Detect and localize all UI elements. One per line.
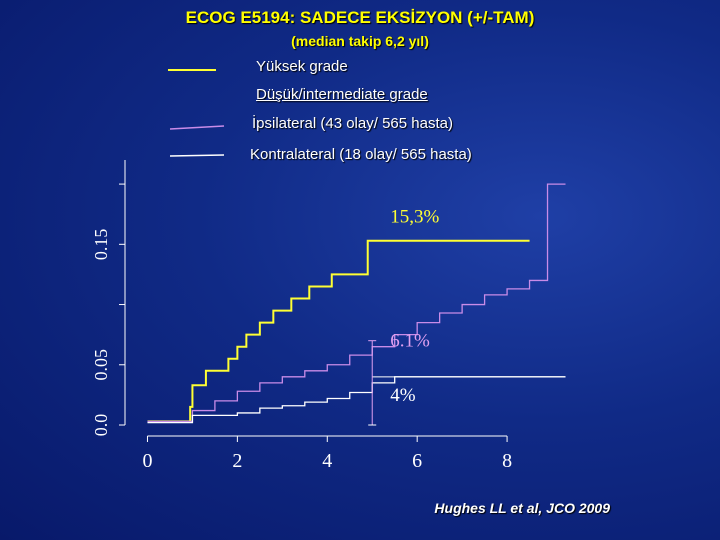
x-tick-label: 6	[412, 450, 422, 472]
series-line-low_grade	[147, 183, 566, 423]
y-tick-label: 0.15	[91, 229, 111, 261]
chart-axes: 0.0 0.05 0.15 0 2 4 6 8	[91, 160, 512, 472]
chart-annotations: 15,3% 6.1% 4%	[390, 207, 439, 406]
source-citation: Hughes LL et al, JCO 2009	[434, 500, 610, 516]
chart-lines	[147, 183, 566, 426]
legend-label-contralateral: Kontralateral (18 olay/ 565 hasta)	[250, 146, 472, 163]
legend-swatch-contralateral	[169, 154, 225, 157]
legend-label-ipsilateral: İpsilateral (43 olay/ 565 hasta)	[252, 115, 453, 132]
series-line-high_grade	[147, 239, 530, 423]
y-tick-label: 0.05	[91, 349, 111, 381]
slide-title: ECOG E5194: SADECE EKSİZYON (+/-TAM)	[185, 8, 535, 27]
legend-label-low-grade: Düşük/intermediate grade	[256, 86, 428, 103]
x-tick-label: 0	[142, 450, 152, 472]
x-tick-label: 8	[502, 450, 512, 472]
y-tick-label: 0.0	[91, 414, 111, 437]
annotation-label: 6.1%	[390, 331, 430, 352]
annotation-label: 4%	[390, 385, 416, 406]
slide-subtitle: (median takip 6,2 yıl)	[291, 33, 429, 49]
x-tick-label: 2	[232, 450, 242, 472]
series-line-low_grade_contralateral	[147, 376, 566, 424]
legend-label-high-grade: Yüksek grade	[256, 58, 348, 75]
x-tick-label: 4	[322, 450, 332, 472]
legend-swatch-ipsilateral	[169, 125, 225, 130]
annotation-label: 15,3%	[390, 207, 439, 228]
